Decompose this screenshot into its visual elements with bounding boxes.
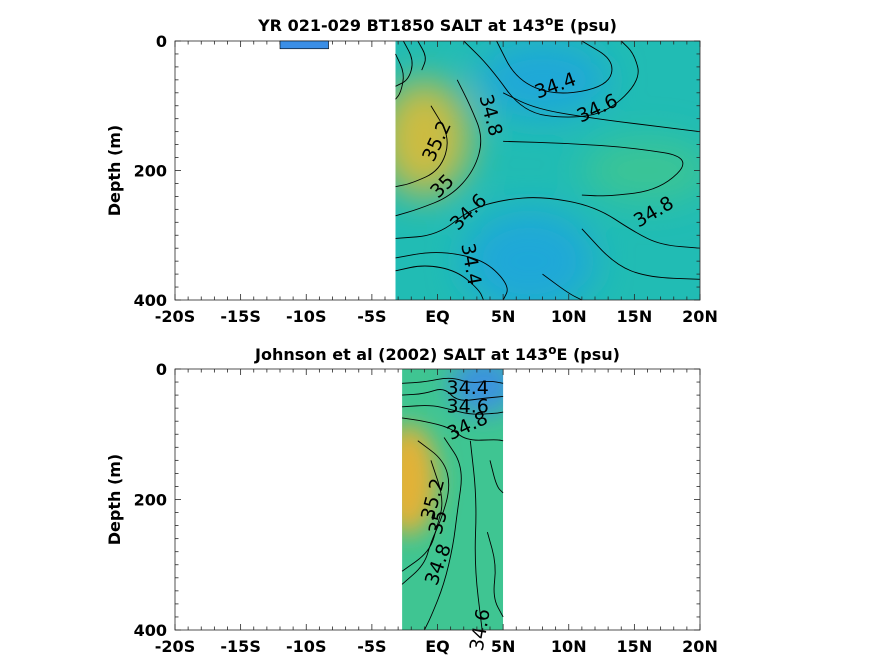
- contour-lines: [395, 40, 701, 301]
- y-tick-label: 0: [156, 32, 167, 51]
- contour-line: [395, 197, 701, 249]
- contour-line: [423, 437, 462, 631]
- heatmap-cell: [463, 209, 595, 300]
- chart-title: Johnson et al (2002) SALT at 143oE (psu): [254, 343, 620, 364]
- contour-line: [463, 40, 639, 118]
- x-tick-label: -15S: [220, 307, 260, 326]
- x-tick-label: -10S: [286, 307, 326, 326]
- x-tick-label: -5S: [357, 307, 386, 326]
- x-tick-label: 20N: [682, 307, 718, 326]
- heatmap-cell: [450, 369, 504, 415]
- title-main: Johnson et al (2002) SALT at 143: [254, 345, 548, 364]
- chart-panel-model: YR 021-029 BT1850 SALT at 143oE (psu) 34…: [105, 14, 718, 326]
- heatmap-field: [395, 41, 700, 300]
- y-axis-label: Depth (m): [105, 454, 124, 546]
- contour-line: [502, 92, 701, 133]
- contour-line: [496, 40, 613, 94]
- contour-line: [581, 228, 701, 280]
- title-suffix: E (psu): [556, 345, 620, 364]
- heatmap-cell: [476, 41, 609, 119]
- contour-line: [417, 40, 426, 71]
- contour-line: [401, 460, 443, 572]
- title-superscript: o: [545, 14, 553, 28]
- x-tick-label: 15N: [617, 307, 653, 326]
- title-main: YR 021-029 BT1850 SALT at 143: [257, 16, 545, 35]
- x-tick-label: -10S: [286, 637, 326, 656]
- y-axis: 0 200 400: [134, 360, 700, 640]
- x-tick-label: -20S: [155, 307, 195, 326]
- contour-line: [542, 273, 583, 301]
- contour-line: [395, 79, 482, 217]
- contour-line: [503, 140, 684, 197]
- y-tick-label: 200: [134, 491, 167, 510]
- contour-lines: [401, 377, 504, 631]
- contour-line: [395, 53, 404, 100]
- x-tick-label: -20S: [155, 637, 195, 656]
- contour-line: [402, 389, 504, 401]
- contour-line: [395, 252, 508, 301]
- x-tick-label: 10N: [551, 637, 587, 656]
- x-tick-label: EQ: [425, 637, 450, 656]
- x-tick-label: -15S: [220, 637, 260, 656]
- contour-line: [401, 417, 504, 442]
- x-axis: -20S -15S -10S -5S EQ 5N 10N 15N 20N: [155, 369, 718, 656]
- contour-line: [402, 377, 504, 384]
- heatmap-cell: [395, 79, 471, 197]
- y-axis-label: Depth (m): [105, 125, 124, 217]
- title-superscript: o: [548, 343, 556, 357]
- x-tick-label: 20N: [682, 637, 718, 656]
- x-tick-label: 15N: [617, 637, 653, 656]
- chart-panel-observed: Johnson et al (2002) SALT at 143oE (psu)…: [105, 343, 718, 656]
- contour-label: 34.4: [447, 377, 489, 399]
- heatmap-patch: [279, 40, 329, 50]
- contour-line: [395, 40, 413, 87]
- contour-line: [469, 440, 483, 631]
- y-tick-label: 400: [134, 621, 167, 640]
- y-tick-label: 0: [156, 360, 167, 379]
- contour-line: [489, 460, 504, 494]
- y-tick-label: 400: [134, 291, 167, 310]
- x-tick-label: 5N: [491, 307, 516, 326]
- x-tick-label: 5N: [491, 637, 516, 656]
- contour-line: [395, 105, 448, 188]
- contour-label: 34.6: [447, 395, 489, 417]
- heatmap-cell: [581, 138, 700, 203]
- x-tick-label: 10N: [551, 307, 587, 326]
- x-tick-label: -5S: [357, 637, 386, 656]
- x-axis: -20S -15S -10S -5S EQ 5N 10N 15N 20N: [155, 41, 718, 326]
- y-tick-label: 200: [134, 162, 167, 181]
- y-axis: 0 200 400: [134, 32, 700, 310]
- contour-line: [402, 405, 504, 415]
- contour-line: [395, 265, 484, 301]
- x-tick-label: EQ: [425, 307, 450, 326]
- chart-title: YR 021-029 BT1850 SALT at 143oE (psu): [257, 14, 617, 35]
- contour-line: [401, 440, 450, 585]
- title-suffix: E (psu): [553, 16, 617, 35]
- heatmap-field: [402, 369, 504, 630]
- contour-line: [486, 532, 504, 618]
- heatmap-cell: [402, 424, 438, 536]
